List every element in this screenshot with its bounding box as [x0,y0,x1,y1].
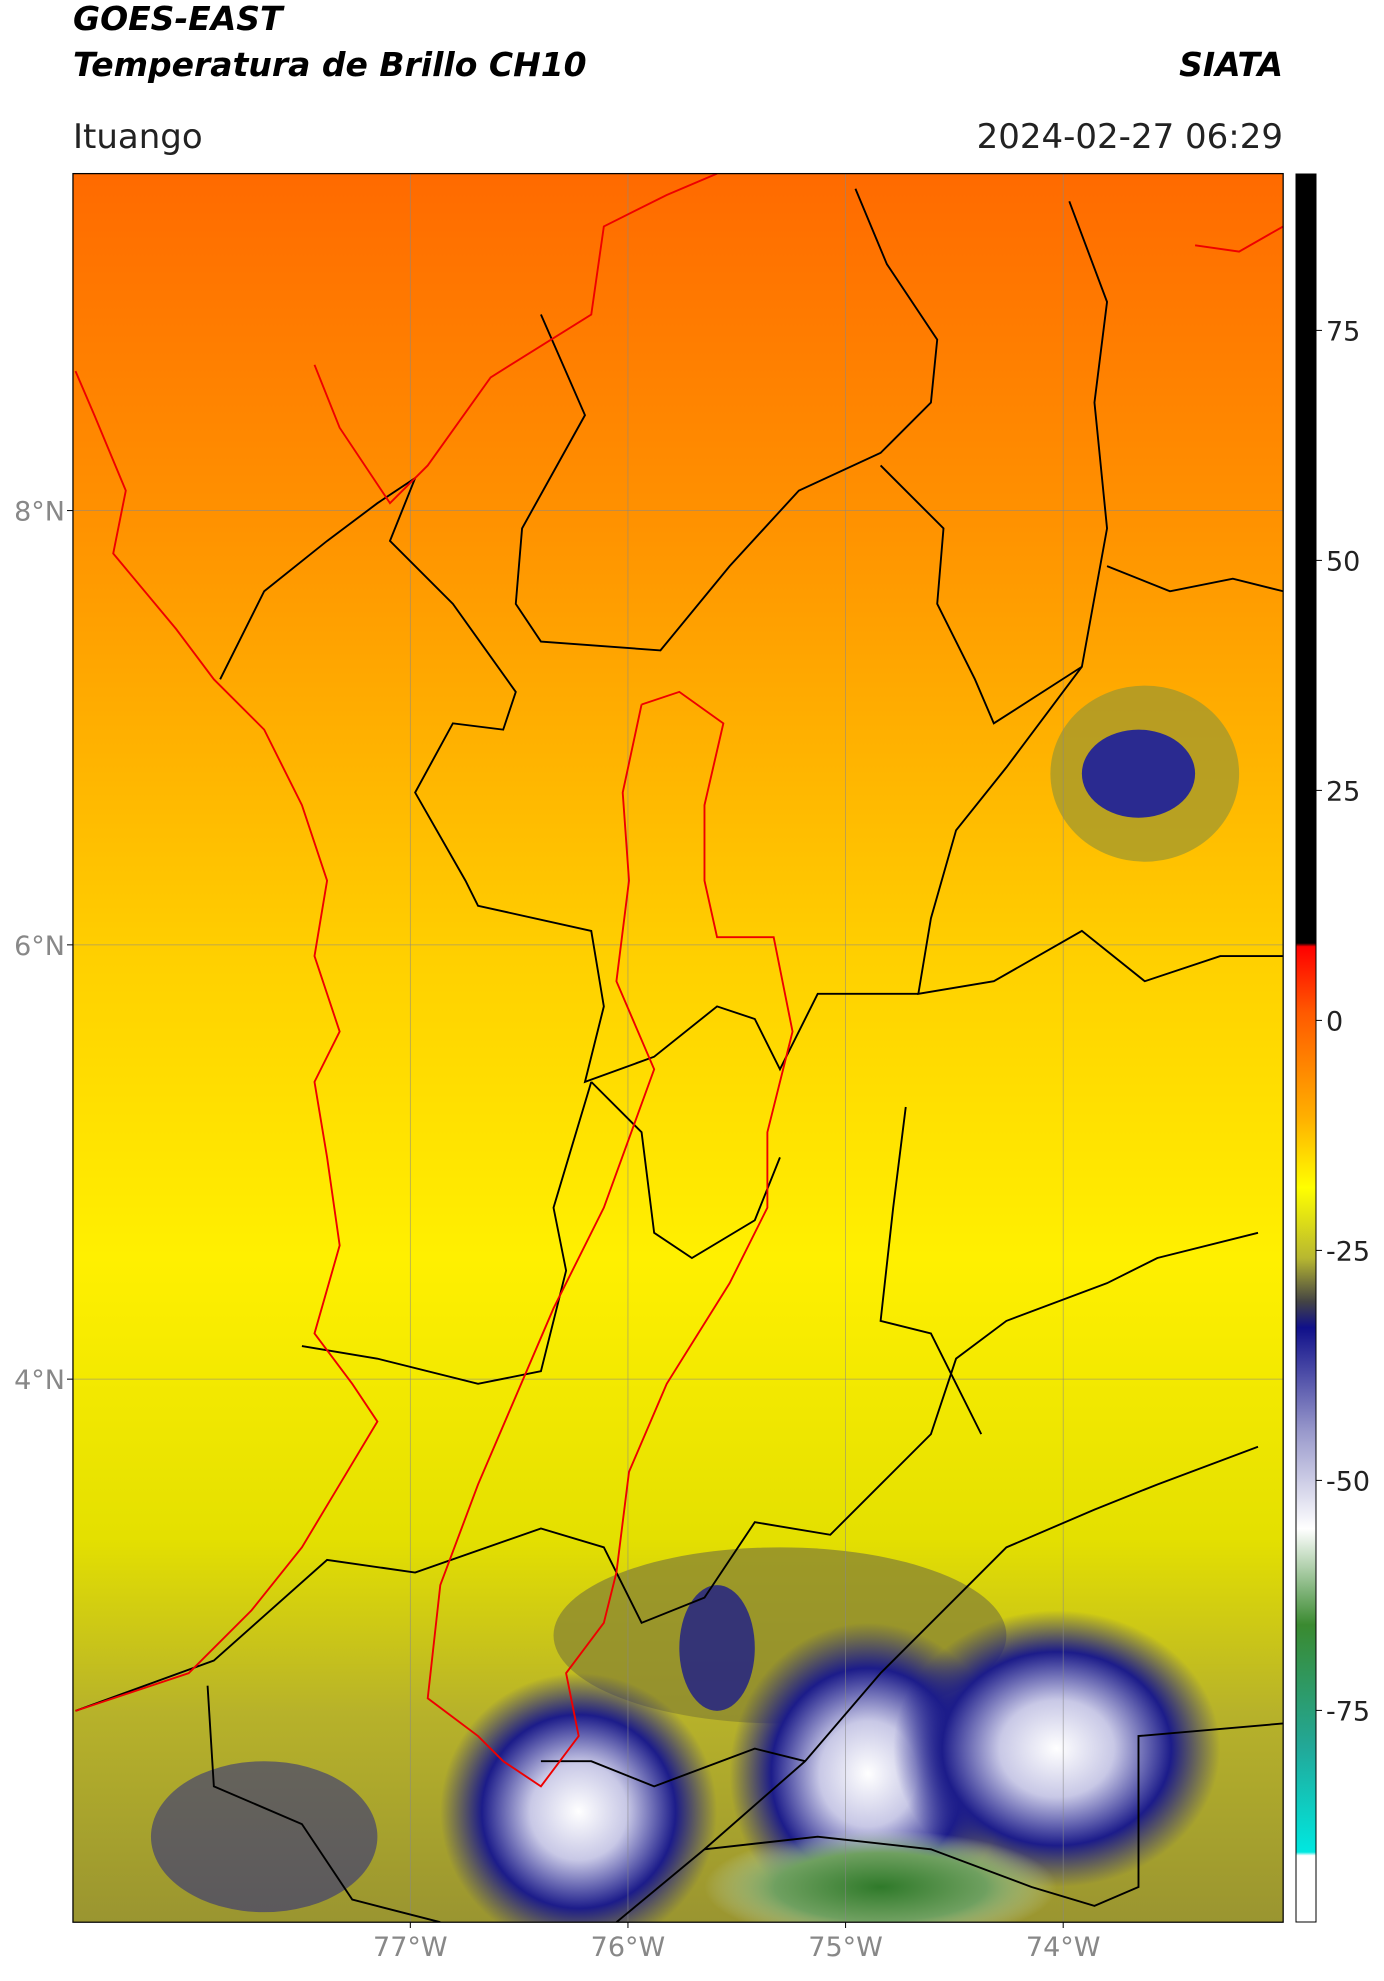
datetime: 2024-02-27 06:29 [977,117,1283,157]
borders [75,188,1284,1923]
location: Ituango [73,117,203,157]
org: SIATA [1179,45,1283,84]
graticule [72,173,1284,1923]
map [72,172,1284,1923]
lat-tick-label: 4°N [14,1365,65,1396]
colorbar-tick-label: 0 [1326,1006,1343,1037]
colorbar-tick-label: 50 [1326,546,1360,577]
map-frame [72,172,1284,1923]
lon-tick-label: 76°W [591,1932,666,1963]
colorbar-tick-label: -50 [1326,1466,1370,1497]
lon-tick-label: 75°W [808,1932,883,1963]
lon-tick-label: 74°W [1026,1932,1101,1963]
title: GOES-EAST [73,0,285,38]
colorbar-tick-label: -25 [1326,1236,1370,1267]
colorbar [1295,173,1317,1923]
lat-tick-label: 8°N [14,497,65,528]
colorbar-tick-label: 25 [1326,776,1360,807]
colorbar-tick-label: 75 [1326,316,1360,347]
coastline-and-basin [74,173,1284,1788]
subtitle: Temperatura de Brillo CH10 [73,45,587,84]
lat-tick-label: 6°N [14,931,65,962]
colorbar-tick-label: -75 [1326,1696,1370,1727]
lon-tick-label: 77°W [373,1932,448,1963]
